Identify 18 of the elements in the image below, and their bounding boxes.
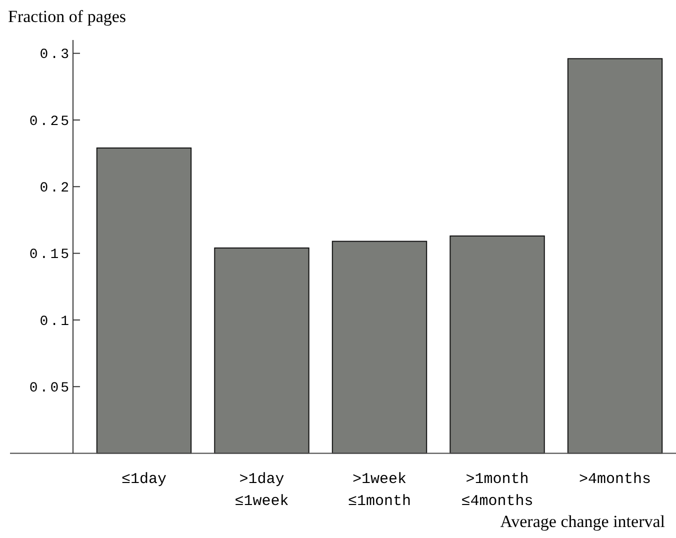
x-tick-label: >4months bbox=[579, 471, 652, 488]
bar bbox=[332, 240, 428, 454]
y-tick-label: 0.1 bbox=[40, 314, 71, 330]
y-tick-label: 0.15 bbox=[29, 247, 71, 264]
bar bbox=[96, 147, 192, 454]
x-tick-label: >1month ≤4months bbox=[461, 471, 534, 510]
bar bbox=[450, 235, 545, 454]
bar bbox=[214, 247, 310, 454]
bar bbox=[567, 58, 663, 454]
y-tick-label: 0.2 bbox=[40, 180, 71, 197]
x-axis-title: Average change interval bbox=[500, 512, 666, 531]
x-tick-label: >1week ≤1month bbox=[348, 471, 412, 510]
x-tick-label: >1day ≤1week bbox=[234, 471, 289, 510]
x-tick-label: ≤1day bbox=[121, 471, 166, 488]
y-tick-label: 0.05 bbox=[29, 380, 71, 397]
y-tick-label: 0.25 bbox=[29, 114, 71, 130]
y-tick-label: 0.3 bbox=[40, 47, 71, 64]
y-axis-title: Fraction of pages bbox=[8, 7, 126, 26]
